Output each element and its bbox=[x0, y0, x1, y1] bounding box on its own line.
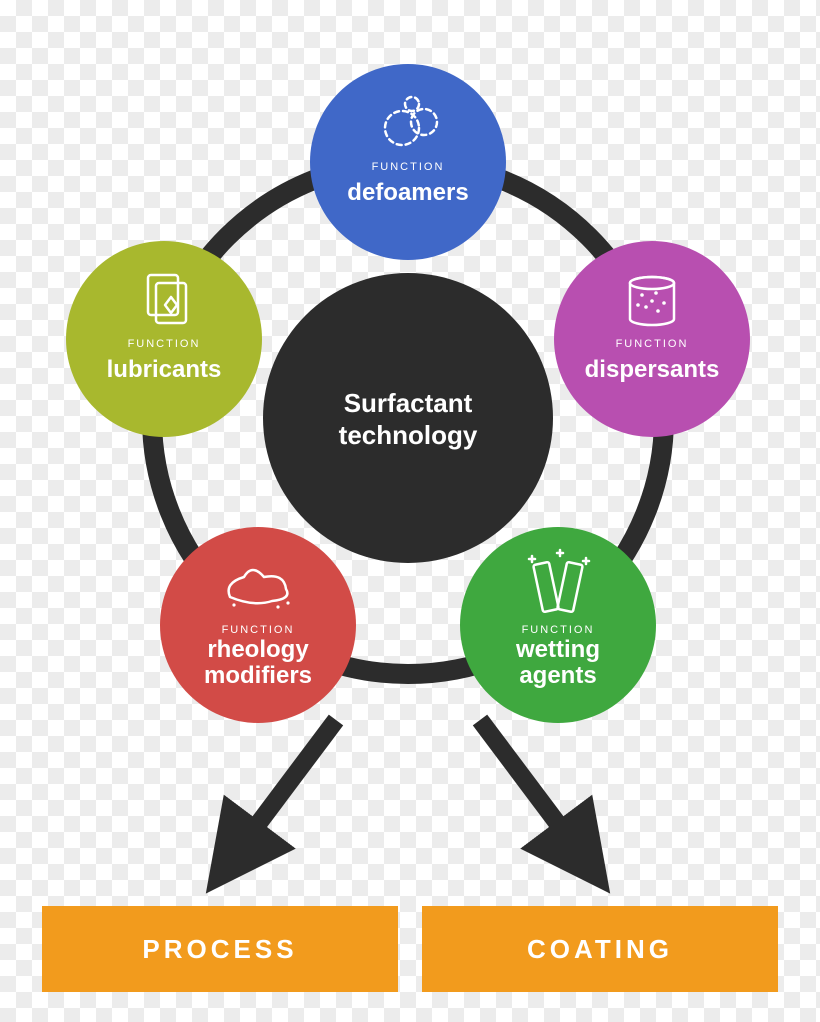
node-wetting-agents: FUNCTIONwettingagents bbox=[460, 527, 656, 723]
node-title-line2: modifiers bbox=[204, 662, 312, 689]
node-rheology-modifiers: FUNCTIONrheologymodifiers bbox=[160, 527, 356, 723]
surfactant-diagram: Surfactant technology FUNCTIONdefoamersF… bbox=[0, 0, 820, 1022]
function-label: FUNCTION bbox=[522, 624, 595, 636]
function-label: FUNCTION bbox=[616, 338, 689, 350]
node-title-line1: defoamers bbox=[347, 179, 468, 206]
function-label: FUNCTION bbox=[128, 338, 201, 350]
function-label: FUNCTION bbox=[222, 624, 295, 636]
node-defoamers: FUNCTION defoamers bbox=[310, 64, 506, 260]
arrow-to-coating bbox=[480, 720, 594, 872]
coating-label: COATING bbox=[527, 934, 673, 964]
arrow-to-process bbox=[222, 720, 336, 872]
center-node: Surfactant technology bbox=[263, 273, 553, 563]
node-title-line1: dispersants bbox=[585, 356, 720, 383]
coating-box: COATING bbox=[422, 906, 778, 992]
node-lubricants: FUNCTION lubricants bbox=[66, 241, 262, 437]
process-label: PROCESS bbox=[142, 934, 297, 964]
function-label: FUNCTION bbox=[372, 161, 445, 173]
node-title-line1: rheology bbox=[207, 636, 309, 663]
node-title-line2: agents bbox=[519, 662, 596, 689]
node-title-line1: lubricants bbox=[107, 356, 222, 383]
process-box: PROCESS bbox=[42, 906, 398, 992]
node-dispersants: FUNCTION dispersants bbox=[554, 241, 750, 437]
node-title-line1: wetting bbox=[515, 636, 600, 663]
center-title-line1: Surfactant bbox=[344, 388, 473, 418]
center-title-line2: technology bbox=[339, 420, 478, 450]
